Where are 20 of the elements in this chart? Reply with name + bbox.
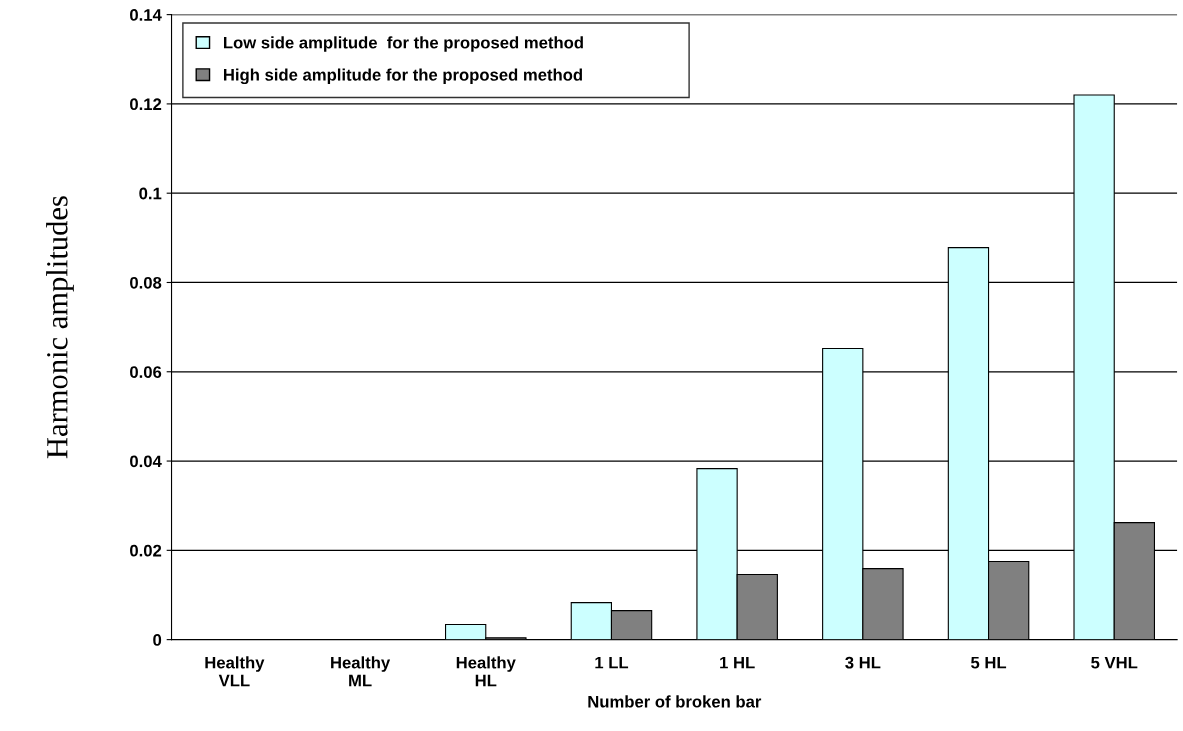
y-tick-label: 0.14 (130, 9, 162, 21)
y-tick-label: 0.02 (130, 544, 162, 557)
y-tick-label: 0.06 (130, 366, 162, 378)
y-tick-label: 0.04 (130, 455, 162, 468)
y-tick-label: 0.08 (130, 276, 162, 289)
x-tick-label: Healthy ML (331, 656, 391, 687)
x-axis-title: Number of broken bar (588, 695, 762, 708)
x-tick-label: Healthy VLL (205, 656, 265, 687)
legend-label: Low side amplitude for the proposed method (224, 36, 583, 52)
x-tick-label: Healthy HL (456, 656, 516, 687)
x-tick-label: 5 HL (971, 656, 1007, 669)
x-tick-label: 3 HL (845, 656, 881, 669)
y-axis-title: Harmonic amplitudes (46, 196, 74, 459)
x-tick-label: 1 HL (720, 656, 755, 669)
y-tick-label: 0 (153, 634, 162, 646)
legend-label: High side amplitude for the proposed method (224, 68, 582, 85)
x-tick-label: 5 VHL (1091, 656, 1138, 669)
y-tick-label: 0.12 (130, 98, 162, 111)
y-tick-label: 0.1 (139, 187, 162, 200)
x-tick-label: 1 LL (595, 656, 629, 669)
